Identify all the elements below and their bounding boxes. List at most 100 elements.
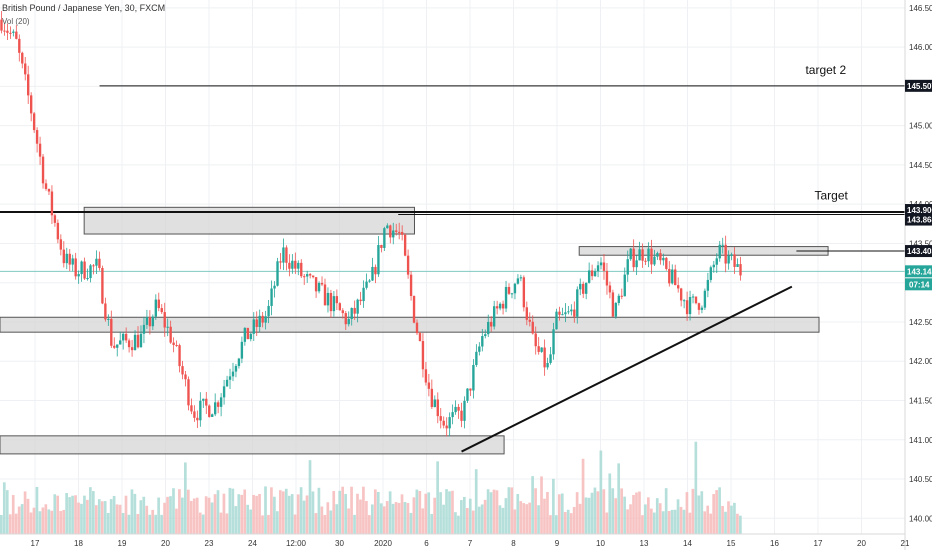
candle-body [644, 260, 647, 262]
candle-body [116, 344, 119, 348]
candle-body [415, 322, 419, 334]
volume-bar [670, 509, 674, 534]
volume-bar [59, 511, 63, 534]
candle-body [507, 286, 511, 294]
volume-bar [92, 491, 95, 534]
candle-body [576, 289, 579, 317]
candle-body [490, 321, 493, 327]
volume-bar [109, 499, 113, 534]
volume-bar [504, 498, 508, 534]
volume-bar [403, 502, 407, 534]
candle-body [582, 283, 585, 294]
candle-body [341, 310, 344, 314]
candle-body [237, 358, 241, 366]
volume-bar [14, 513, 18, 534]
volume-bar [249, 509, 252, 534]
time-tick-label: 17 [31, 539, 40, 548]
volume-bar [287, 495, 291, 534]
time-tick-label: 23 [205, 539, 214, 548]
volume-bar [641, 515, 644, 534]
candle-body [691, 296, 695, 298]
volume-bar [163, 502, 166, 534]
candle-body [436, 399, 439, 417]
time-tick-label: 6 [424, 539, 429, 548]
candle-body [709, 267, 713, 280]
candle-body [15, 31, 18, 39]
candle-body [463, 400, 466, 421]
volume-bar [359, 499, 362, 534]
candle-body [721, 244, 724, 246]
volume-bar [593, 487, 597, 534]
candle-body [466, 388, 469, 401]
candle-body [110, 318, 113, 346]
candle-body [685, 300, 689, 315]
candle-body [104, 303, 107, 320]
candle-body [718, 244, 721, 259]
time-axis[interactable]: 17 18 19 20 23 24 12:00 30 2020 6 7 8 9 10 13 14 15 16 17 2… [31, 539, 910, 548]
zone-rectangle[interactable] [578, 246, 829, 256]
volume-bar [560, 493, 564, 534]
price-tag-label: 143.403 [907, 247, 932, 256]
zone-rectangle[interactable] [0, 435, 505, 455]
volume-bar [379, 503, 383, 534]
volume-bar [424, 493, 428, 534]
candle-body [314, 277, 318, 292]
time-tick-label: 8 [511, 539, 516, 548]
volume-bar [302, 500, 306, 534]
volume-bar [103, 501, 107, 534]
candle-body [484, 334, 487, 337]
volume-bar [632, 495, 635, 534]
volume-bar [243, 489, 247, 534]
candle-body [599, 262, 603, 266]
price-tags: 145.507 143.900143.868 143.403 143.145 07:14 [905, 79, 932, 291]
candle-body [335, 296, 339, 304]
volume-bar [50, 510, 54, 534]
volume-bar [145, 505, 149, 534]
volume-bar [501, 507, 505, 534]
volume-bar [655, 498, 659, 534]
price-tick-label: 145.000 [909, 122, 932, 131]
candle-body [596, 265, 600, 272]
candle-body [166, 326, 169, 328]
volume-bar [596, 491, 600, 534]
candle-body [558, 311, 561, 315]
volume-bar [647, 497, 650, 534]
volume-bar [712, 494, 715, 534]
volume-bar [127, 514, 131, 534]
candle-body [623, 274, 626, 297]
candle-body [451, 412, 454, 418]
zone-rectangle[interactable] [0, 316, 820, 333]
candle-body [620, 295, 623, 297]
candle-body [255, 319, 258, 327]
volume-bar [77, 502, 80, 534]
volume-bar [53, 494, 57, 534]
volume-bar [38, 511, 42, 534]
volume-bar [400, 494, 404, 534]
candle-body [653, 256, 656, 265]
candle-body [249, 333, 252, 340]
ascending-trendline[interactable] [461, 285, 793, 453]
volume-bar [652, 512, 656, 534]
candle-body [368, 280, 371, 282]
volume-bar [201, 514, 205, 534]
volume-bar [638, 491, 641, 534]
volume-bar [276, 511, 279, 534]
volume-bar [644, 504, 647, 534]
candle-body [409, 274, 413, 297]
candle-body [311, 275, 315, 278]
volume-bar [495, 490, 499, 534]
volume-bar [430, 513, 434, 534]
candle-body [139, 333, 143, 348]
price-tick-label: 140.500 [909, 475, 932, 484]
volume-bar [323, 514, 327, 534]
volume-bar [534, 488, 537, 534]
candle-body [677, 285, 680, 289]
volume-bar [739, 515, 742, 534]
volume-bar [74, 495, 77, 534]
candle-body [433, 399, 436, 408]
candle-body [193, 411, 196, 418]
candle-body [77, 274, 80, 277]
candle-body [222, 386, 226, 398]
candle-body [504, 286, 508, 309]
